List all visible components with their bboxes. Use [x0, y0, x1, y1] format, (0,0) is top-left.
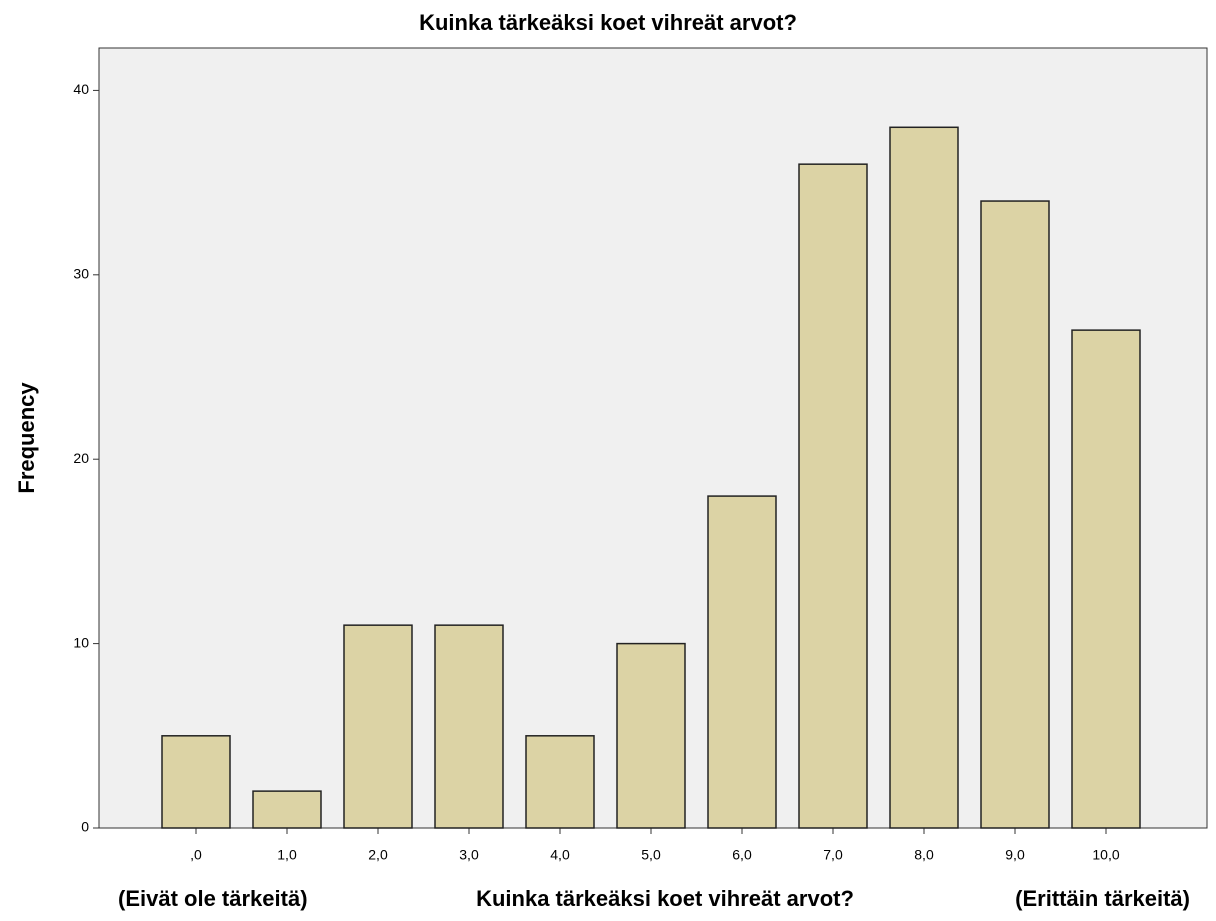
y-tick-label: 40	[73, 81, 89, 97]
bar	[161, 735, 231, 829]
x-axis-label-left: (Eivät ole tärkeitä)	[118, 886, 308, 911]
bar	[707, 495, 777, 829]
x-tick-label: 3,0	[459, 847, 479, 863]
x-tick-label: 7,0	[823, 847, 843, 863]
bar	[525, 735, 595, 829]
bar	[889, 126, 959, 829]
bar	[980, 200, 1050, 829]
x-tick-label: ,0	[190, 847, 202, 863]
x-tick-label: 8,0	[914, 847, 934, 863]
x-tick-label: 1,0	[277, 847, 297, 863]
y-tick-label: 0	[81, 819, 89, 835]
x-axis-label: Kuinka tärkeäksi koet vihreät arvot?	[476, 886, 854, 911]
x-tick-label: 4,0	[550, 847, 570, 863]
x-tick-label: 2,0	[368, 847, 388, 863]
bar	[434, 624, 504, 829]
chart-title: Kuinka tärkeäksi koet vihreät arvot?	[419, 10, 797, 35]
x-tick-label: 9,0	[1005, 847, 1025, 863]
bar	[252, 790, 322, 829]
y-tick-label: 30	[73, 266, 89, 282]
bar	[616, 642, 686, 829]
x-axis-label-right: (Erittäin tärkeitä)	[1015, 886, 1190, 911]
bar	[798, 163, 868, 829]
y-axis-label: Frequency	[14, 382, 39, 494]
x-tick-label: 10,0	[1092, 847, 1119, 863]
x-tick-label: 5,0	[641, 847, 661, 863]
bar	[343, 624, 413, 829]
x-tick-label: 6,0	[732, 847, 752, 863]
y-tick-label: 10	[73, 634, 89, 650]
y-tick-label: 20	[73, 450, 89, 466]
bar	[1071, 329, 1141, 829]
